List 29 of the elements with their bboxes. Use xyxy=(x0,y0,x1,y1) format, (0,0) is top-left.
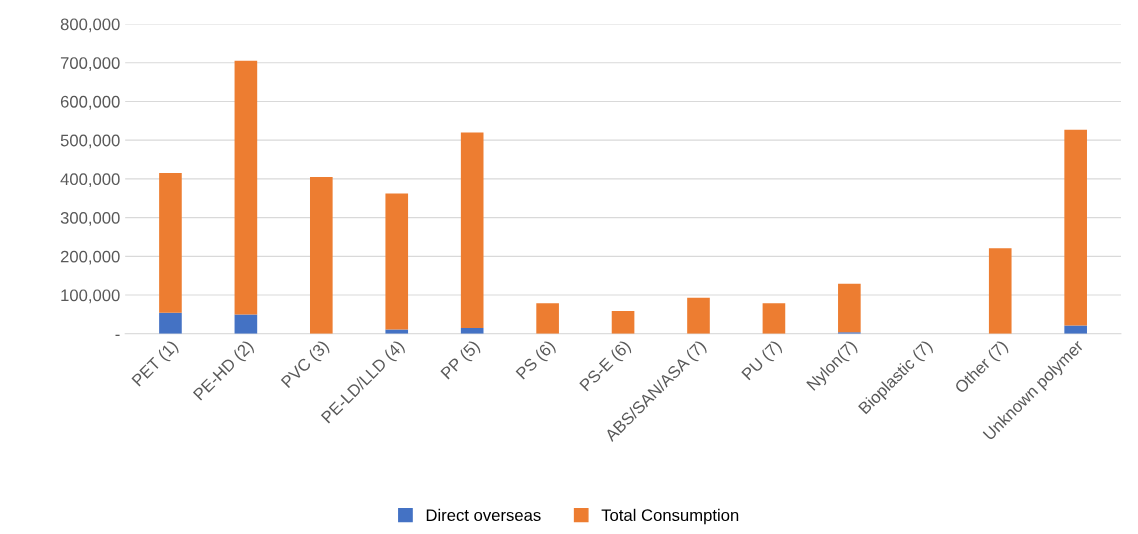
bar xyxy=(385,193,409,330)
x-tick-label: PS (6) xyxy=(515,339,558,383)
bar xyxy=(159,173,182,313)
bar xyxy=(687,297,710,334)
y-tick-label: 100,000 xyxy=(61,289,120,304)
y-tick-label: 300,000 xyxy=(60,212,120,226)
bar xyxy=(838,283,861,333)
y-tick-label: 600,000 xyxy=(60,95,120,110)
y-tick-label: 800,000 xyxy=(60,18,120,33)
bar xyxy=(611,310,635,334)
y-tick-label: - xyxy=(115,334,120,337)
bar xyxy=(1064,129,1087,326)
bar xyxy=(988,248,1012,334)
bar xyxy=(536,303,559,334)
bar xyxy=(460,132,484,328)
x-tick-label: PP (5) xyxy=(439,339,483,382)
x-tick-label: PU (7) xyxy=(740,339,785,383)
y-tick-label: 700,000 xyxy=(60,57,120,71)
bar xyxy=(234,60,258,315)
bar xyxy=(385,329,409,334)
bar xyxy=(310,176,333,334)
bar xyxy=(159,312,182,334)
y-tick-label: 500,000 xyxy=(60,134,120,149)
y-tick-label: 200,000 xyxy=(60,250,120,265)
bar xyxy=(234,314,258,334)
legend-label: Direct overseas xyxy=(426,508,541,522)
legend-label: Total Consumption xyxy=(601,508,739,525)
bar xyxy=(762,303,786,334)
y-tick-label: 400,000 xyxy=(60,173,120,188)
